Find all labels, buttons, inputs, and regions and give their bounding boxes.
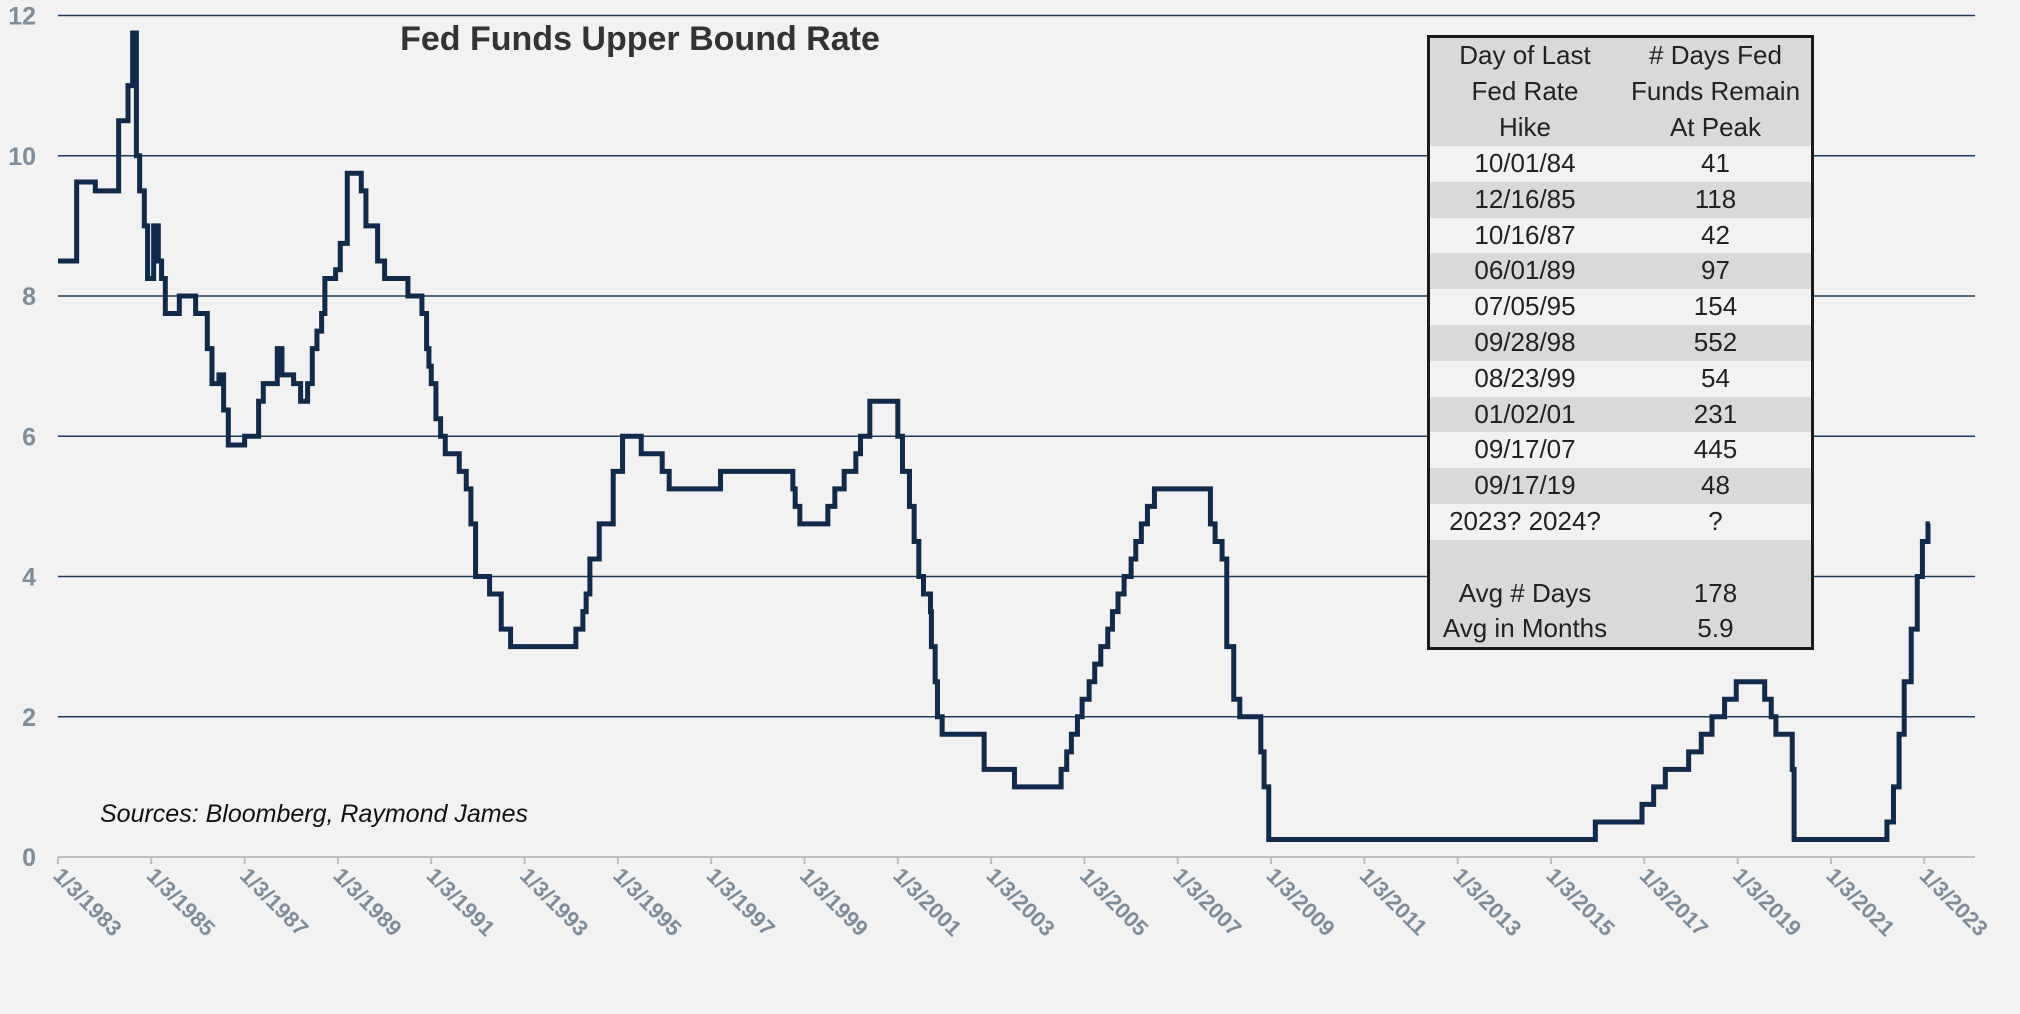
table-row: 10/16/87 42	[1430, 218, 1811, 254]
x-tick-label: 1/3/2017	[1635, 863, 1713, 941]
x-tick-label: 1/3/1985	[142, 863, 220, 941]
table-row: 10/01/84 41	[1430, 146, 1811, 182]
days-at-peak-cell: 552	[1693, 326, 1738, 357]
rate-series-line	[58, 30, 1931, 842]
y-tick-label: 8	[22, 283, 36, 311]
x-tick-label: 1/3/1991	[422, 863, 500, 941]
table-row: 12/16/85 118	[1430, 181, 1811, 218]
days-at-peak-cell: 42	[1701, 219, 1730, 250]
header-last-hike: Day of Last Fed Rate Hike	[1459, 40, 1591, 142]
table-header: Day of Last Fed Rate Hike # Days Fed Fun…	[1430, 38, 1811, 146]
days-at-peak-cell: 5.9	[1697, 613, 1734, 644]
x-tick-label: 1/3/2001	[888, 863, 966, 941]
x-tick-label: 1/3/2023	[1915, 863, 1993, 941]
x-tick-label: 1/3/2005	[1075, 863, 1153, 941]
days-at-peak-cell: 41	[1701, 148, 1730, 178]
table-row: 2023? 2024??	[1430, 504, 1811, 540]
x-tick-label: 1/3/1999	[795, 863, 873, 941]
last-hike-cell	[1430, 540, 1620, 576]
header-days-at-peak: # Days Fed Funds Remain At Peak	[1630, 40, 1801, 142]
days-at-peak-cell: 54	[1701, 362, 1730, 393]
days-at-peak-cell: 48	[1701, 470, 1730, 501]
last-hike-cell: 10/01/84	[1474, 148, 1576, 178]
x-tick-label: 1/3/2019	[1728, 863, 1806, 941]
last-hike-cell: 2023? 2024?	[1449, 505, 1601, 536]
last-hike-cell: 12/16/85	[1474, 183, 1576, 214]
last-hike-cell: 09/17/07	[1474, 434, 1576, 465]
table-row: 09/17/07 445	[1430, 432, 1811, 468]
table-row: 09/28/98 552	[1430, 324, 1811, 361]
x-tick-label: 1/3/2013	[1448, 863, 1526, 941]
y-tick-label: 12	[8, 3, 36, 31]
days-at-peak-cell: ?	[1708, 505, 1723, 536]
last-hike-cell: Avg in Months	[1442, 613, 1608, 644]
last-hike-cell: 09/17/19	[1474, 470, 1576, 501]
last-hike-cell: 08/23/99	[1474, 362, 1576, 393]
last-hike-cell: 10/16/87	[1474, 219, 1576, 250]
y-tick-label: 2	[22, 704, 36, 732]
x-tick-label: 1/3/1993	[515, 863, 593, 941]
last-hike-cell: Avg # Days	[1458, 577, 1592, 608]
source-note: Sources: Bloomberg, Raymond James	[100, 800, 528, 828]
table-row: 06/01/89 97	[1430, 253, 1811, 290]
x-tick-label: 1/3/2007	[1168, 863, 1246, 941]
y-tick-label: 6	[22, 423, 36, 451]
days-at-peak-cell: 178	[1693, 577, 1738, 608]
x-tick-label: 1/3/2021	[1821, 863, 1899, 941]
table-row: 01/02/01 231	[1430, 396, 1811, 433]
table-row	[1430, 539, 1811, 576]
days-at-peak-cell: 97	[1701, 255, 1730, 286]
chart-title: Fed Funds Upper Bound Rate	[400, 20, 880, 58]
days-at-peak-cell: 154	[1693, 291, 1738, 322]
x-tick-label: 1/3/1987	[235, 863, 313, 941]
days-at-peak-cell: 445	[1693, 434, 1738, 465]
last-hike-cell: 09/28/98	[1474, 326, 1576, 357]
last-hike-cell: 07/05/95	[1474, 291, 1576, 322]
x-tick-label: 1/3/2011	[1355, 863, 1432, 940]
x-tick-label: 1/3/2009	[1262, 863, 1340, 941]
table-row: Avg in Months 5.9	[1430, 611, 1811, 648]
days-at-peak-cell: 231	[1693, 398, 1738, 429]
table-row: Avg # Days 178	[1430, 575, 1811, 612]
rate-hike-table: Day of Last Fed Rate Hike # Days Fed Fun…	[1427, 35, 1814, 651]
y-tick-label: 4	[22, 564, 36, 592]
days-at-peak-cell	[1620, 540, 1811, 576]
table-row: 08/23/99 54	[1430, 361, 1811, 397]
table-row: 07/05/95 154	[1430, 289, 1811, 325]
x-tick-label: 1/3/1989	[328, 863, 406, 941]
x-tick-label: 1/3/1983	[48, 863, 126, 941]
x-tick-label: 1/3/1997	[702, 863, 780, 941]
last-hike-cell: 06/01/89	[1474, 255, 1576, 286]
y-tick-label: 10	[8, 143, 36, 171]
days-at-peak-cell: 118	[1694, 183, 1737, 214]
x-tick-label: 1/3/2003	[982, 863, 1060, 941]
x-tick-label: 1/3/1995	[608, 863, 686, 941]
last-hike-cell: 01/02/01	[1474, 398, 1576, 429]
x-tick-label: 1/3/2015	[1541, 863, 1619, 941]
y-tick-label: 0	[22, 844, 36, 872]
table-row: 09/17/19 48	[1430, 468, 1811, 504]
